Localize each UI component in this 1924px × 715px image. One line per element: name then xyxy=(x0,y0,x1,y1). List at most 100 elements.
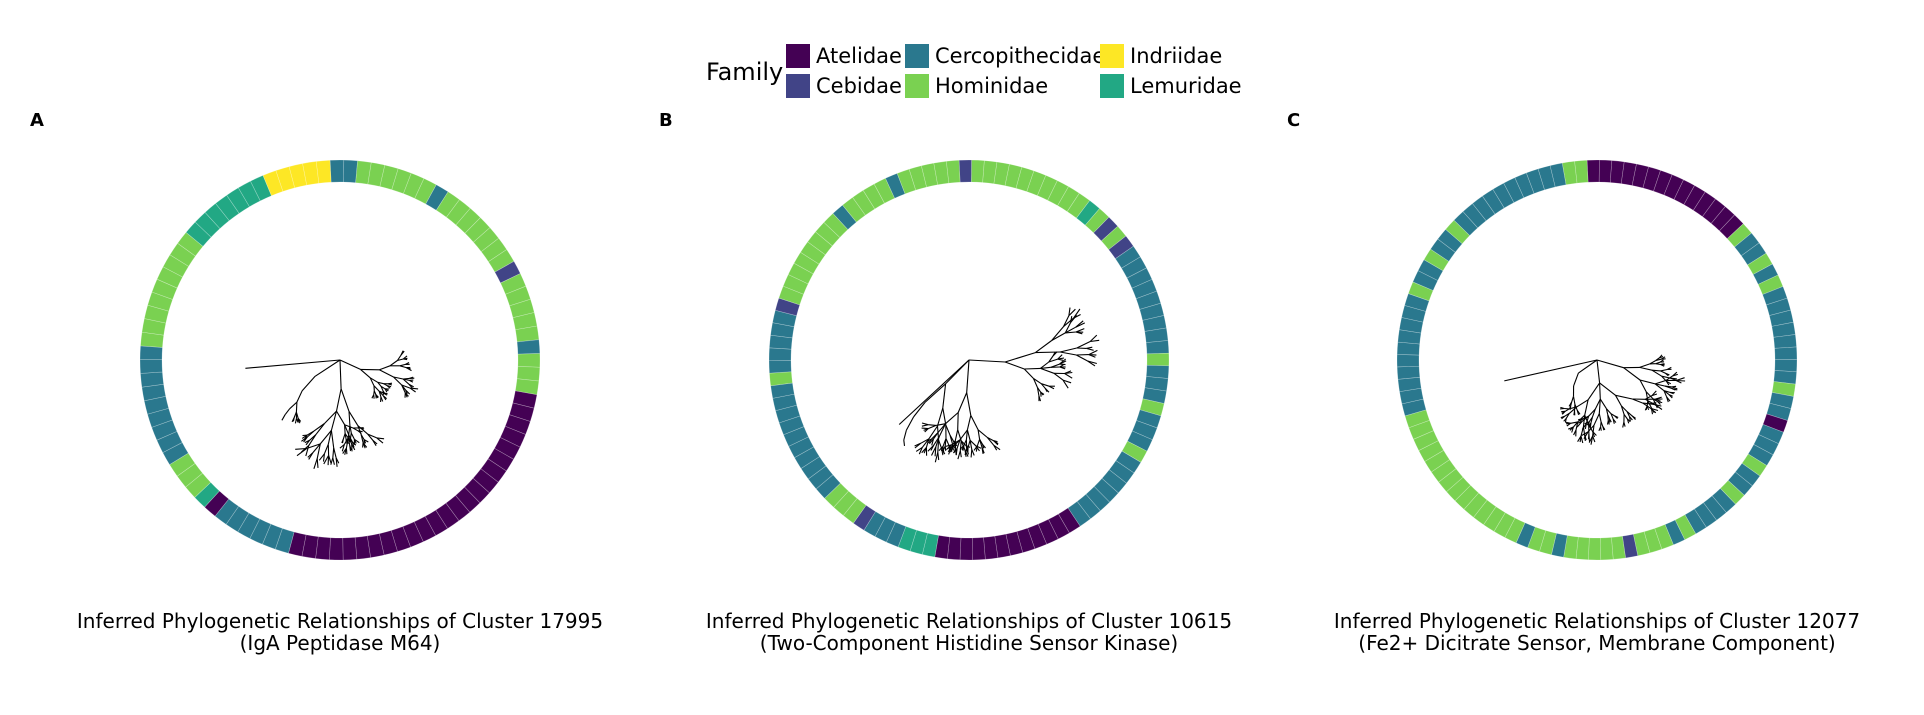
tree-branch xyxy=(349,445,352,452)
tree-branch xyxy=(1602,426,1605,431)
tree-branch xyxy=(968,359,1006,363)
tree-branch xyxy=(1004,352,1036,363)
tree-branch xyxy=(937,439,940,453)
tree-branch xyxy=(1573,429,1577,436)
tree-branch xyxy=(918,447,923,455)
tree-branch xyxy=(342,433,346,440)
tree-branch xyxy=(406,367,412,372)
tree-branch xyxy=(1052,351,1058,357)
caption-a-line1: Inferred Phylogenetic Relationships of C… xyxy=(76,609,604,633)
tree-branch xyxy=(1584,414,1590,426)
tree-branch xyxy=(1004,361,1025,370)
tree-branch xyxy=(319,430,332,445)
tree-branch xyxy=(360,434,364,443)
tree-branch xyxy=(1639,379,1656,385)
tree-branch xyxy=(1626,418,1630,424)
tree-branch xyxy=(1592,435,1596,443)
tree-branch xyxy=(1040,361,1050,369)
tree-branch xyxy=(1676,379,1686,382)
tree-branch xyxy=(1596,359,1601,383)
tree-branch xyxy=(1588,408,1596,417)
tree-branch xyxy=(1669,391,1674,395)
tree-branch xyxy=(1044,388,1048,393)
tree-branch xyxy=(1599,382,1601,400)
tree-branch xyxy=(377,381,382,387)
tree-branch xyxy=(400,350,405,356)
legend-title: Family xyxy=(706,58,784,86)
tree-branch xyxy=(1615,394,1633,400)
tree-branch xyxy=(927,424,937,430)
tree-branch xyxy=(1564,412,1570,417)
tree-branch xyxy=(921,447,927,454)
tree-branches xyxy=(245,350,419,469)
tree-branch xyxy=(1076,354,1088,362)
tree-branch xyxy=(1572,396,1576,405)
tree-branch xyxy=(401,384,411,389)
tree-branch xyxy=(1578,359,1598,374)
ring-tip-cebidae xyxy=(958,159,972,183)
tree-branch xyxy=(1660,364,1665,367)
tree-branch xyxy=(332,457,335,465)
tree-branch xyxy=(931,432,939,440)
tree-branch xyxy=(1610,413,1614,420)
tree-branch xyxy=(1620,405,1625,415)
tree-branch xyxy=(1612,418,1615,424)
ring-tip-cercopithecidae xyxy=(1774,359,1797,373)
tip-ring xyxy=(1397,159,1797,561)
tree-branch xyxy=(348,411,359,426)
tree-branch xyxy=(1588,435,1594,443)
tree-branch xyxy=(360,368,371,379)
tree-branch xyxy=(387,383,393,386)
tree-branch xyxy=(1587,382,1601,401)
tree-panel-b xyxy=(769,159,1169,561)
tree-branch xyxy=(945,438,950,446)
tree-branch xyxy=(336,410,346,425)
tree-branch xyxy=(1087,360,1096,367)
tree-branch xyxy=(335,457,338,467)
tree-branch xyxy=(1654,383,1665,392)
ring-tip-hominidae xyxy=(1146,352,1169,367)
tree-branch xyxy=(1576,421,1583,428)
tree-branch xyxy=(362,442,364,448)
ring-tip-cercopithecidae xyxy=(329,159,345,183)
legend-item-cercopithecidae: Cercopithecidae xyxy=(905,44,1105,68)
tree-branch xyxy=(1040,366,1051,369)
tree-branch xyxy=(1592,425,1595,437)
tree-branch xyxy=(393,376,404,380)
tree-branch xyxy=(924,383,946,403)
tree-branch xyxy=(1040,383,1046,389)
tree-branch xyxy=(351,441,355,448)
tree-branch xyxy=(1088,349,1098,356)
ring-tip-cercopithecidae xyxy=(516,339,540,355)
tree-branch xyxy=(318,453,325,461)
tree-branch xyxy=(1059,360,1067,365)
tip-ring xyxy=(769,159,1169,561)
tree-branch-long xyxy=(1504,359,1598,382)
tree-branch xyxy=(966,392,972,416)
legend-item-lemuridae: Lemuridae xyxy=(1100,74,1242,98)
tree-branch xyxy=(389,360,398,367)
tree-branch xyxy=(928,424,937,426)
tree-branch xyxy=(309,434,317,441)
ring-tip-atelidae xyxy=(959,537,973,561)
tree-branch xyxy=(942,407,947,425)
tree-branch xyxy=(1068,308,1076,316)
tree-branch xyxy=(938,439,943,449)
ring-tip-cercopithecidae xyxy=(769,360,792,374)
tree-branch xyxy=(966,429,971,441)
ring-tip-cercopithecidae xyxy=(1145,340,1169,355)
tree-branch xyxy=(977,429,988,438)
tree-branch xyxy=(289,401,298,410)
tree-branch xyxy=(1665,380,1670,386)
tree-branch xyxy=(1076,341,1091,349)
tree-branch xyxy=(1584,399,1589,416)
tree-branch xyxy=(967,440,971,448)
ring-tip-hominidae xyxy=(769,371,793,387)
tree-branch xyxy=(921,427,929,430)
tree-branch xyxy=(1663,390,1668,398)
ring-tip-atelidae xyxy=(342,537,358,561)
tree-branch xyxy=(295,402,298,413)
tree-branch xyxy=(1573,372,1579,387)
tree-branch xyxy=(1090,339,1100,343)
tree-branch xyxy=(376,437,385,440)
